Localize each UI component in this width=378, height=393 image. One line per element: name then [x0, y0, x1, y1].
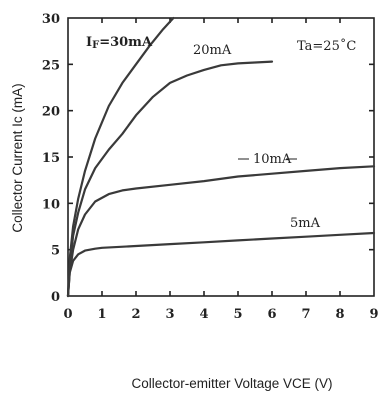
- curve-5ma: [66, 231, 376, 298]
- curve-30ma: [66, 16, 175, 298]
- series-label-5ma: 5mA: [290, 216, 321, 231]
- y-tick-label: 25: [42, 58, 60, 73]
- x-tick-label: 2: [131, 307, 140, 322]
- curve-20ma: [66, 60, 274, 298]
- y-tick-label: 10: [42, 197, 60, 212]
- y-tick-label: 15: [42, 151, 60, 166]
- series-label-30ma-sub: F: [92, 40, 99, 51]
- x-tick-label: 9: [369, 307, 378, 322]
- series-label-30ma: IF=30mA: [86, 35, 153, 51]
- series-label-30ma-value: =30mA: [99, 35, 153, 50]
- y-tick-label: 20: [42, 105, 60, 120]
- condition-label: Ta=25˚C: [297, 38, 356, 54]
- axes: 0 1 2 3 4 5 6 7 8 9 0 5 10 15 20 25 30: [42, 12, 378, 322]
- curves: [66, 16, 376, 298]
- x-tick-label: 3: [165, 307, 174, 322]
- x-tick-label: 6: [267, 307, 276, 322]
- y-tick-label: 5: [51, 244, 60, 259]
- x-tick-label: 4: [199, 307, 208, 322]
- x-tick-label: 8: [335, 307, 344, 322]
- x-tick-label: 1: [97, 307, 106, 322]
- series-label-30ma-i: I: [86, 35, 92, 50]
- x-tick-label: 5: [233, 307, 242, 322]
- x-tick-label: 7: [301, 307, 310, 322]
- y-tick-label: 0: [51, 290, 60, 305]
- y-tick-label: 30: [42, 12, 60, 27]
- series-label-20ma: 20mA: [193, 43, 232, 58]
- x-axis-label: Collector-emitter Voltage VCE (V): [131, 376, 332, 391]
- series-label-10ma: 10mA: [253, 152, 292, 167]
- x-tick-label: 0: [63, 307, 72, 322]
- curve-10ma: [66, 165, 376, 298]
- y-axis-label: Collector Current Ic (mA): [10, 83, 25, 232]
